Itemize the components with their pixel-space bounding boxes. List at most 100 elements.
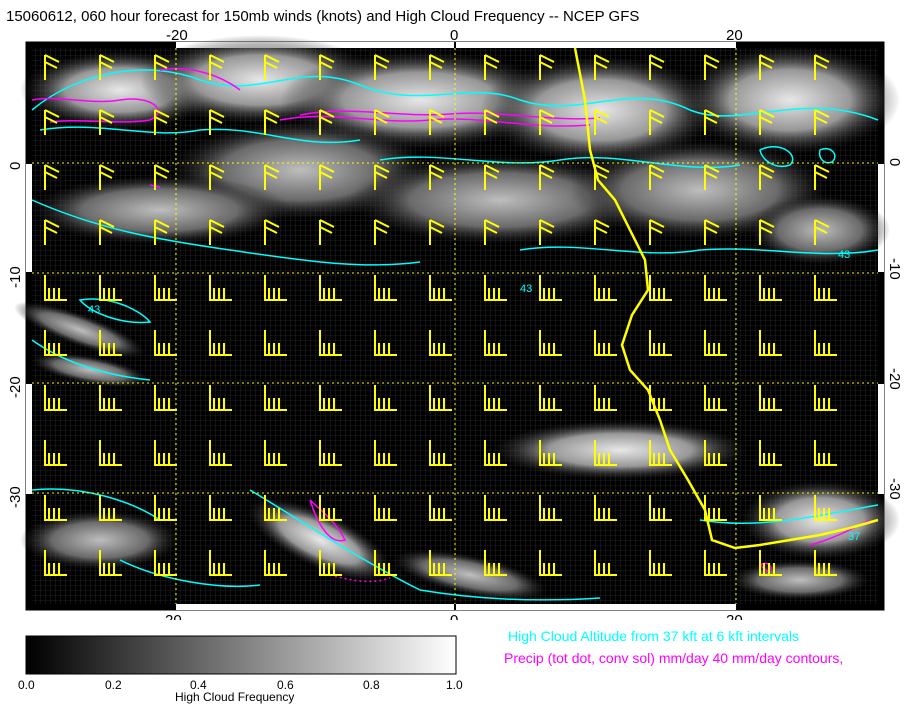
wind-barb [429,550,452,576]
contour-label: 43 [88,304,100,316]
wind-barb [374,495,397,521]
wind-barb [759,275,782,301]
wind-barb [319,440,342,466]
wind-barb [374,440,397,466]
wind-barb [594,495,617,521]
lat-tick-left: -10 [7,266,24,288]
wind-barb [484,495,507,521]
wind-barb [374,330,397,356]
wind-barb [209,164,225,190]
lat-lon-grid [32,48,878,604]
wind-barb [44,109,60,135]
colorbar-tick: 0.4 [190,678,207,692]
coastline [573,47,879,550]
wind-barb [649,495,672,521]
wind-barb [759,219,775,245]
wind-barb [759,54,775,80]
wind-barb [209,109,225,135]
wind-barb [429,385,452,411]
wind-barb [44,54,60,80]
wind-barb [704,275,727,301]
wind-barb [319,219,335,245]
wind-barb [374,219,390,245]
wind-barb [484,440,507,466]
wind-barb [429,275,452,301]
wind-barb [594,550,617,576]
wind-barb [374,164,390,190]
wind-barb [429,495,452,521]
wind-barb [484,275,507,301]
wind-barb [814,495,837,521]
wind-barb [209,54,225,80]
wind-barb [154,109,170,135]
wind-barb [154,495,177,521]
wind-barb [44,330,67,356]
wind-barb [264,109,280,135]
wind-barb [594,275,617,301]
wind-barb [429,164,445,190]
wind-barb [429,54,445,80]
wind-barb [264,164,280,190]
wind-barb [209,385,232,411]
lon-tick-bottom: 0 [450,612,458,620]
wind-barb [99,385,122,411]
wind-barb [264,550,287,576]
wind-barb [539,164,555,190]
wind-barb [44,164,60,190]
colorbar [25,635,457,675]
wind-barb [759,440,782,466]
wind-barb [484,164,500,190]
wind-barb [814,330,837,356]
wind-barb [759,550,782,576]
wind-barb [429,109,445,135]
colorbar-tick: 1.0 [446,678,463,692]
wind-barb [594,330,617,356]
wind-barb [704,109,720,135]
wind-barb [99,440,122,466]
wind-barb [814,385,837,411]
wind-barb [374,550,397,576]
lon-tick-top: -20 [166,27,188,44]
wind-barb [594,109,610,135]
wind-barb [649,330,672,356]
wind-barb [44,275,67,301]
wind-barb [539,275,562,301]
wind-barb [759,164,775,190]
wind-barbs [44,54,837,576]
forecast-map: 43 43 43 37 -20 0 20 -20 0 20 0 -10 -20 … [7,27,903,620]
wind-barb [319,275,342,301]
wind-barb [759,495,782,521]
colorbar-tick: 0.0 [18,678,35,692]
wind-barb [539,330,562,356]
lat-tick-right: 0 [886,158,903,166]
wind-barb [44,550,67,576]
wind-barb [209,219,225,245]
wind-barb [704,495,727,521]
wind-barb [704,164,720,190]
wind-barb [319,495,342,521]
wind-barb [154,164,170,190]
wind-barb [539,550,562,576]
wind-barb [374,275,397,301]
wind-barb [649,275,672,301]
wind-barb [704,385,727,411]
lat-tick-right: -30 [886,478,903,500]
wind-barb [594,164,610,190]
cloud-altitude-legend: High Cloud Altitude from 37 kft at 6 kft… [508,628,800,644]
wind-barb [264,440,287,466]
wind-barb [209,440,232,466]
wind-barb [814,164,830,190]
wind-barb [209,550,232,576]
wind-barb [209,330,232,356]
lon-tick-top: 20 [726,27,743,44]
wind-barb [264,385,287,411]
contour-label: 37 [848,531,860,543]
wind-barb [649,109,665,135]
wind-barb [374,385,397,411]
wind-barb [319,109,335,135]
wind-barb [814,275,837,301]
wind-barb [154,330,177,356]
wind-barb [44,495,67,521]
wind-barb [539,440,562,466]
wind-barb [99,330,122,356]
